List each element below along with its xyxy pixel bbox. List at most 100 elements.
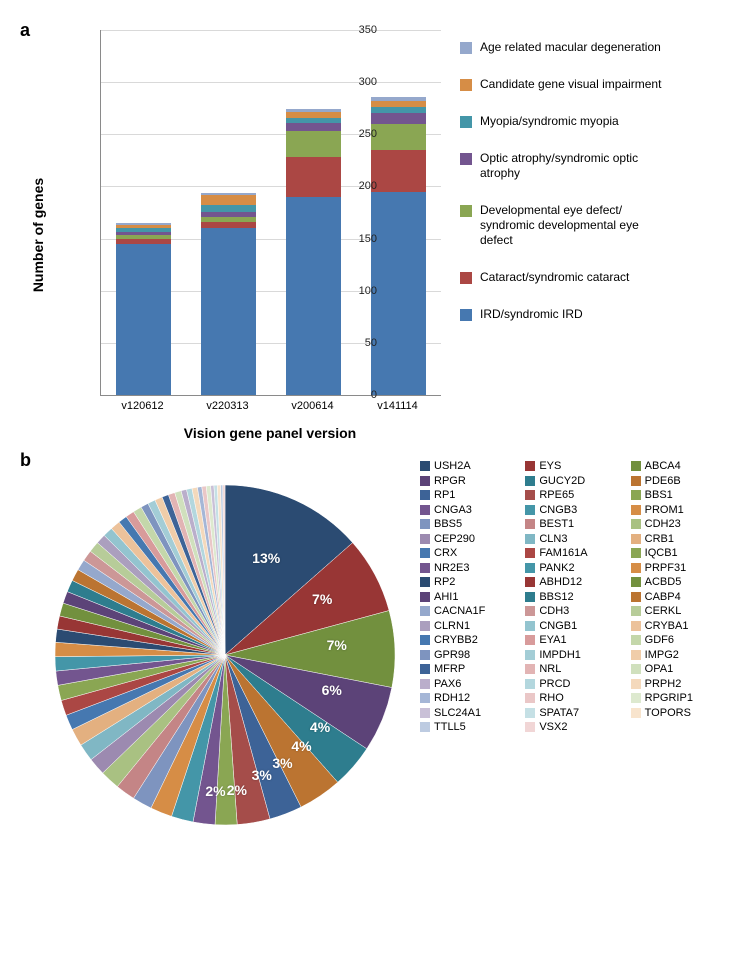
y-axis-label: Number of genes [30,178,46,292]
legend-label: IRD/syndromic IRD [480,307,583,322]
legend-item: Age related macular degeneration [460,40,720,55]
bar-group [201,193,256,395]
x-tick-label: v141114 [358,400,438,412]
pie-pct-label: 2% [227,782,247,798]
legend-item: BEST1 [525,518,624,530]
legend-label: ABCA4 [645,460,681,472]
legend-item: SPATA7 [525,707,624,719]
bar-segment-optic [286,123,341,131]
legend-label: CRX [434,547,457,559]
legend-swatch [460,205,472,217]
legend-label: RPGR [434,475,466,487]
legend-swatch [631,708,641,718]
legend-item: NR2E3 [420,562,519,574]
legend-label: PANK2 [539,562,574,574]
legend-item: BBS12 [525,591,624,603]
legend-swatch [631,635,641,645]
legend-label: USH2A [434,460,471,472]
legend-item: CDH3 [525,605,624,617]
legend-item: CDH23 [631,518,730,530]
legend-label: RHO [539,692,563,704]
legend-item: RPGRIP1 [631,692,730,704]
legend-label: GDF6 [645,634,674,646]
legend-swatch [525,606,535,616]
legend-item: FAM161A [525,547,624,559]
legend-item: USH2A [420,460,519,472]
legend-item: CRYBB2 [420,634,519,646]
legend-label: IQCB1 [645,547,678,559]
pie-pct-label: 7% [312,591,332,607]
legend-swatch [525,635,535,645]
legend-swatch [420,650,430,660]
legend-swatch [525,490,535,500]
bar-segment-optic [371,113,426,123]
legend-item: PAX6 [420,678,519,690]
bar-group [286,109,341,395]
bar-chart-legend: Age related macular degeneration Candidat… [460,40,720,344]
legend-label: RP2 [434,576,455,588]
x-axis-label: Vision gene panel version [100,425,440,441]
legend-swatch [631,577,641,587]
legend-swatch [420,505,430,515]
y-tick-label: 50 [365,337,377,349]
panel-b: b 13%7%7%6%4%4%3%3%2%2% USH2AEYSABCA4RPG… [20,450,722,910]
bar-segment-deveye [371,124,426,150]
legend-item: Myopia/syndromic myopia [460,114,720,129]
legend-swatch [460,79,472,91]
legend-item: ABHD12 [525,576,624,588]
pie-pct-label: 3% [272,755,292,771]
legend-item: TOPORS [631,707,730,719]
legend-swatch [420,722,430,732]
legend-label: CNGB3 [539,504,577,516]
legend-label: RPE65 [539,489,574,501]
legend-item: CEP290 [420,533,519,545]
legend-item: CLN3 [525,533,624,545]
legend-label: OPA1 [645,663,674,675]
legend-swatch [420,708,430,718]
legend-swatch [420,519,430,529]
legend-item: Cataract/syndromic cataract [460,270,720,285]
y-tick-label: 250 [359,128,377,140]
legend-label: GUCY2D [539,475,585,487]
legend-label: PRPF31 [645,562,687,574]
legend-label: BBS1 [645,489,673,501]
y-tick-label: 300 [359,76,377,88]
legend-swatch [420,476,430,486]
bar-segment-ird [371,192,426,395]
legend-swatch [631,606,641,616]
legend-item: PRCD [525,678,624,690]
y-tick-label: 200 [359,180,377,192]
legend-label: CABP4 [645,591,681,603]
legend-item: Candidate gene visual impairment [460,77,720,92]
legend-label: RP1 [434,489,455,501]
legend-swatch [525,693,535,703]
legend-swatch [420,679,430,689]
legend-item: ABCA4 [631,460,730,472]
legend-label: EYA1 [539,634,566,646]
legend-swatch [631,534,641,544]
legend-item: NRL [525,663,624,675]
legend-swatch [631,679,641,689]
legend-label: MFRP [434,663,465,675]
legend-label: TOPORS [645,707,691,719]
legend-label: TTLL5 [434,721,466,733]
legend-item: IMPDH1 [525,649,624,661]
legend-swatch [631,563,641,573]
legend-item: CACNA1F [420,605,519,617]
legend-swatch [525,461,535,471]
legend-label: CNGA3 [434,504,472,516]
legend-swatch [420,548,430,558]
bar-segment-ird [286,197,341,395]
pie-chart-legend: USH2AEYSABCA4RPGRGUCY2DPDE6BRP1RPE65BBS1… [420,460,730,736]
legend-swatch [631,650,641,660]
bar-segment-ird [201,228,256,395]
legend-label: IMPG2 [645,649,679,661]
legend-swatch [420,563,430,573]
panel-b-label: b [20,450,31,471]
legend-swatch [420,693,430,703]
bar-segment-cataract [371,150,426,192]
pie-pct-label: 4% [310,719,330,735]
pie-pct-label: 13% [252,550,280,566]
legend-item: RP1 [420,489,519,501]
legend-swatch [631,476,641,486]
